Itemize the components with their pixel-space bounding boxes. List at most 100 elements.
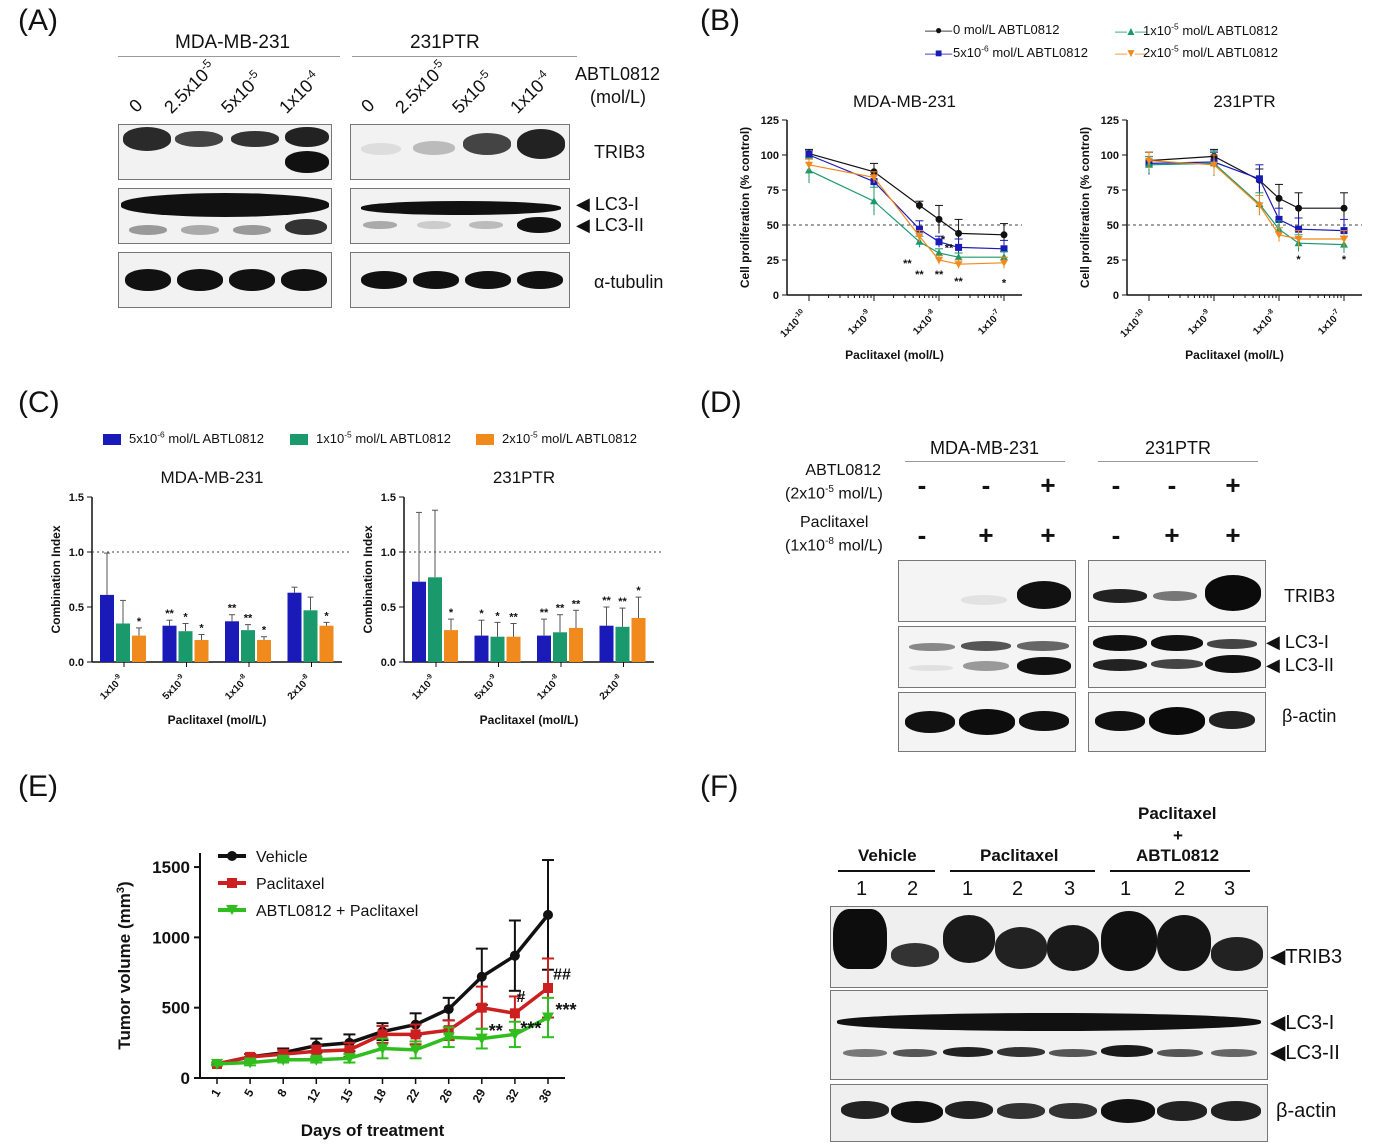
x-tick-label: 18 — [370, 1086, 389, 1105]
lane-number: 1 — [1120, 878, 1132, 900]
blot-actin-ptr — [1088, 692, 1266, 752]
bar — [506, 636, 521, 662]
y-tick-label: 0.0 — [381, 657, 396, 669]
y-tick-label: 0.0 — [69, 657, 84, 669]
plus-sign: + — [1225, 470, 1241, 500]
y-tick-label: 0 — [181, 1069, 190, 1088]
significance-mark: * — [479, 608, 484, 620]
triangle-marker-icon: —▲— — [1115, 24, 1147, 39]
bar — [631, 618, 646, 662]
group-label-ptr: 231PTR — [1145, 438, 1212, 458]
color-swatch-icon — [290, 434, 308, 446]
data-point — [443, 1004, 454, 1015]
data-point — [376, 1043, 389, 1055]
bar — [569, 627, 583, 662]
x-axis-label: Paclitaxel (mol/L) — [845, 348, 944, 362]
plus-sign: + — [1040, 520, 1056, 550]
data-point — [915, 233, 924, 241]
x-tick-label: 5 — [241, 1086, 257, 1099]
x-tick-label: 1x10-9 — [409, 673, 438, 702]
group-label-paclitaxel: Paclitaxel — [980, 846, 1059, 865]
group-label-vehicle: Vehicle — [858, 846, 917, 865]
data-point — [509, 950, 520, 961]
dose-label: 1x10-4 — [275, 67, 319, 118]
significance-mark: ** — [489, 1021, 503, 1041]
x-tick-label: 5x10-9 — [159, 673, 188, 702]
y-tick-label: 25 — [767, 255, 779, 267]
blot-actin-mda — [898, 692, 1076, 752]
lane-number: 1 — [856, 878, 868, 900]
data-point — [543, 983, 553, 993]
data-point — [955, 229, 963, 237]
significance-mark: * — [324, 610, 329, 622]
significance-mark: * — [449, 607, 454, 619]
blot-label-trib3: ◀TRIB3 — [1270, 946, 1343, 968]
significance-mark: ** — [244, 613, 253, 625]
data-point — [343, 1053, 356, 1065]
group-underline — [838, 870, 935, 872]
significance-mark: ** — [509, 612, 518, 624]
bar — [615, 626, 630, 662]
drug-unit-label: (mol/L) — [590, 87, 647, 107]
significance-mark: ** — [935, 269, 944, 281]
data-point — [442, 1032, 455, 1044]
blot-trib3-mda — [118, 124, 332, 180]
legend-label: Paclitaxel — [256, 876, 324, 893]
x-tick-label: 29 — [470, 1086, 489, 1105]
significance-mark: ** — [572, 598, 581, 610]
square-marker-icon: —■— — [925, 46, 952, 61]
data-point — [1294, 236, 1303, 243]
bar — [474, 635, 489, 662]
significance-mark: * — [199, 623, 204, 635]
series-line — [808, 164, 1005, 265]
data-point — [377, 1029, 388, 1040]
data-point — [870, 174, 878, 182]
y-axis-label: Cell proliferation (% control) — [738, 127, 752, 288]
x-tick-label: 1x10-8 — [534, 673, 563, 702]
legend-item: —▲—1x10-5 mol/L ABTL0812 — [1115, 22, 1278, 39]
data-point — [1255, 175, 1263, 183]
panel-label-d: (D) — [700, 386, 742, 419]
minus-sign: - — [1111, 470, 1121, 500]
x-tick-label: 5x10-9 — [471, 673, 500, 702]
lane-number: 2 — [907, 878, 919, 900]
data-point — [278, 1049, 289, 1060]
bar — [100, 594, 114, 662]
lane-number: 2 — [1174, 878, 1186, 900]
chart-title: 231PTR — [1213, 92, 1275, 111]
tri-down-marker-icon: —▼— — [1115, 46, 1147, 61]
x-tick-label: 22 — [403, 1086, 422, 1105]
treatment-abtl-dose: (2x10-5 mol/L) — [785, 484, 883, 503]
chart-b-mda: MDA-MB-231 0 25 50 75 100 125 1x10-10 1x10-9 1x10… — [738, 92, 1022, 362]
data-point — [543, 909, 553, 920]
y-tick-label: 100 — [1101, 150, 1119, 162]
treatment-ptx-dose: (1x10-8 mol/L) — [785, 536, 883, 555]
significance-mark: ** — [903, 258, 912, 270]
group-label-mda: MDA-MB-231 — [930, 438, 1040, 458]
series-line — [1148, 160, 1344, 240]
data-point — [954, 253, 963, 261]
group-label-ptr: 231PTR — [410, 32, 480, 53]
y-tick-label: 125 — [1101, 115, 1119, 127]
y-tick-label: 0 — [773, 290, 779, 302]
color-swatch-icon — [103, 434, 121, 446]
data-point — [955, 243, 963, 251]
significance-mark: * — [137, 616, 142, 628]
legend-item: —▼—2x10-5 mol/L ABTL0812 — [1115, 44, 1278, 61]
data-point — [915, 201, 923, 209]
significance-mark: ** — [618, 596, 627, 608]
data-point — [1295, 225, 1303, 233]
group-label-mda: MDA-MB-231 — [175, 32, 291, 53]
lane-number: 2 — [1012, 878, 1024, 900]
y-tick-label: 1500 — [152, 858, 190, 877]
x-tick-label: 36 — [536, 1086, 555, 1105]
group-underline — [950, 870, 1095, 872]
chart-title: MDA-MB-231 — [161, 468, 264, 487]
x-axis-label: Days of treatment — [301, 1121, 445, 1140]
y-tick-label: 75 — [767, 185, 779, 197]
significance-mark: *** — [555, 1000, 576, 1020]
significance-mark: ** — [954, 276, 963, 288]
blot-trib3 — [830, 906, 1268, 988]
